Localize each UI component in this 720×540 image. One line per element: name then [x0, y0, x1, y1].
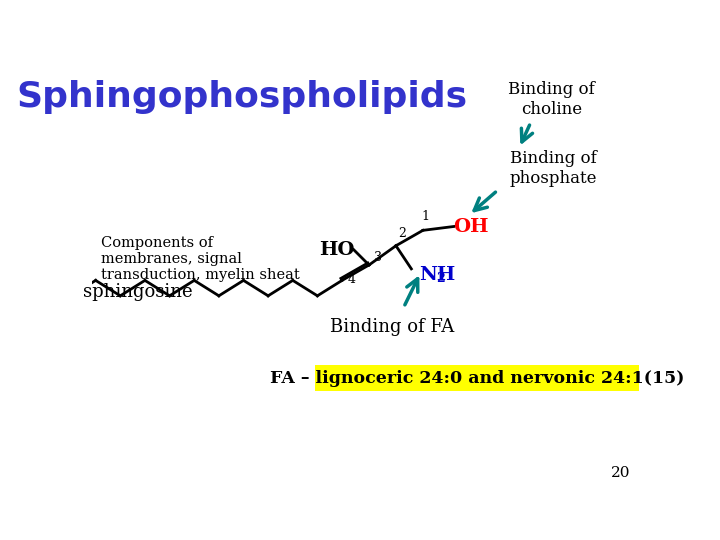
Text: NH: NH: [419, 266, 455, 284]
Text: FA – lignoceric 24:0 and nervonic 24:1(15): FA – lignoceric 24:0 and nervonic 24:1(1…: [269, 370, 684, 387]
Text: 2: 2: [436, 272, 445, 285]
Text: 4: 4: [347, 273, 355, 286]
Text: HO: HO: [319, 241, 354, 259]
Text: Binding of
choline: Binding of choline: [508, 81, 595, 118]
Text: 20: 20: [611, 466, 631, 480]
Text: Binding of FA: Binding of FA: [330, 318, 454, 335]
FancyBboxPatch shape: [315, 365, 639, 392]
Text: OH: OH: [453, 218, 488, 235]
Text: Binding of
phosphate: Binding of phosphate: [510, 151, 598, 187]
Text: sphingosine: sphingosine: [83, 283, 192, 301]
Text: 1: 1: [421, 211, 429, 224]
Text: Sphingophospholipids: Sphingophospholipids: [17, 80, 467, 114]
Text: 2: 2: [398, 226, 406, 240]
Text: 3: 3: [374, 251, 382, 264]
Text: Components of
membranes, signal
transduction, myelin sheat: Components of membranes, signal transduc…: [101, 236, 300, 282]
